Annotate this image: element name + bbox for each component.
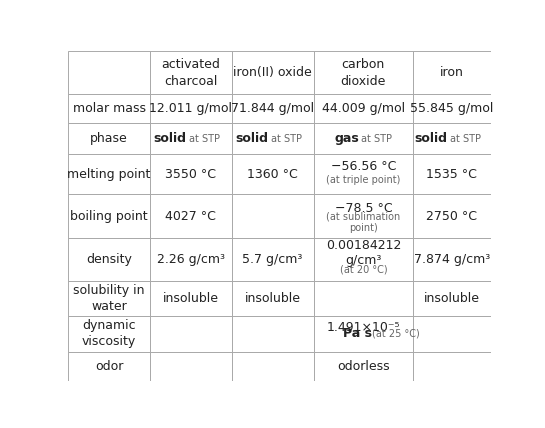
Text: 7.874 g/cm³: 7.874 g/cm³: [414, 253, 490, 266]
Text: 44.009 g/mol: 44.009 g/mol: [322, 102, 405, 116]
Text: 1360 °C: 1360 °C: [247, 168, 298, 181]
Text: odor: odor: [95, 360, 123, 373]
Bar: [232, 94, 313, 123]
Bar: [150, 316, 232, 352]
Text: molar mass: molar mass: [72, 102, 146, 116]
Bar: [313, 94, 413, 123]
Text: 0.00184212
g/cm³: 0.00184212 g/cm³: [326, 240, 401, 268]
Bar: [313, 194, 413, 238]
Bar: [150, 94, 232, 123]
Text: carbon
dioxide: carbon dioxide: [341, 58, 386, 88]
Bar: [313, 281, 413, 316]
Bar: [150, 238, 232, 281]
Text: solubility in
water: solubility in water: [73, 284, 145, 313]
Bar: [413, 123, 490, 155]
Bar: [232, 194, 313, 238]
Text: 4027 °C: 4027 °C: [166, 210, 216, 223]
Text: at STP: at STP: [270, 134, 301, 144]
Bar: [413, 238, 490, 281]
Bar: [68, 51, 150, 94]
Bar: [68, 194, 150, 238]
Bar: [413, 94, 490, 123]
Text: 12.011 g/mol: 12.011 g/mol: [149, 102, 232, 116]
Bar: [413, 352, 490, 381]
Bar: [232, 281, 313, 316]
Text: (at sublimation
point): (at sublimation point): [326, 212, 401, 233]
Text: −78.5 °C: −78.5 °C: [335, 202, 392, 214]
Text: (at 20 °C): (at 20 °C): [340, 265, 387, 274]
Text: Pa s: Pa s: [342, 327, 372, 340]
Text: (at 25 °C): (at 25 °C): [372, 329, 420, 339]
Text: boiling point: boiling point: [70, 210, 148, 223]
Text: 1535 °C: 1535 °C: [426, 168, 477, 181]
Bar: [150, 352, 232, 381]
Bar: [413, 316, 490, 352]
Text: (at triple point): (at triple point): [326, 175, 401, 185]
Text: phase: phase: [90, 132, 128, 146]
Bar: [413, 281, 490, 316]
Text: insoluble: insoluble: [245, 292, 301, 305]
Bar: [150, 123, 232, 155]
Text: activated
charcoal: activated charcoal: [161, 58, 220, 88]
Text: 1.491×10⁻⁵: 1.491×10⁻⁵: [326, 321, 400, 334]
Bar: [413, 51, 490, 94]
Text: melting point: melting point: [68, 168, 151, 181]
Bar: [150, 51, 232, 94]
Text: solid: solid: [415, 132, 447, 146]
Bar: [150, 194, 232, 238]
Text: 71.844 g/mol: 71.844 g/mol: [231, 102, 314, 116]
Bar: [313, 155, 413, 194]
Bar: [313, 352, 413, 381]
Bar: [232, 51, 313, 94]
Text: 2750 °C: 2750 °C: [426, 210, 477, 223]
Bar: [232, 316, 313, 352]
Text: iron: iron: [440, 66, 464, 79]
Bar: [68, 238, 150, 281]
Bar: [68, 123, 150, 155]
Text: at STP: at STP: [361, 134, 392, 144]
Text: insoluble: insoluble: [424, 292, 480, 305]
Text: odorless: odorless: [337, 360, 390, 373]
Text: at STP: at STP: [189, 134, 220, 144]
Bar: [232, 238, 313, 281]
Bar: [150, 155, 232, 194]
Text: 55.845 g/mol: 55.845 g/mol: [410, 102, 493, 116]
Text: gas: gas: [335, 132, 359, 146]
Bar: [232, 123, 313, 155]
Text: 3550 °C: 3550 °C: [165, 168, 216, 181]
Bar: [232, 352, 313, 381]
Text: at STP: at STP: [450, 134, 481, 144]
Bar: [313, 51, 413, 94]
Text: solid: solid: [235, 132, 269, 146]
Bar: [413, 155, 490, 194]
Bar: [68, 352, 150, 381]
Bar: [413, 194, 490, 238]
Text: −56.56 °C: −56.56 °C: [331, 160, 396, 173]
Text: 5.7 g/cm³: 5.7 g/cm³: [243, 253, 303, 266]
Bar: [150, 281, 232, 316]
Text: solid: solid: [154, 132, 186, 146]
Bar: [313, 316, 413, 352]
Text: insoluble: insoluble: [163, 292, 219, 305]
Bar: [68, 94, 150, 123]
Text: iron(II) oxide: iron(II) oxide: [233, 66, 312, 79]
Bar: [68, 155, 150, 194]
Text: density: density: [86, 253, 132, 266]
Bar: [68, 316, 150, 352]
Text: 2.26 g/cm³: 2.26 g/cm³: [157, 253, 225, 266]
Text: dynamic
viscosity: dynamic viscosity: [82, 319, 136, 348]
Bar: [68, 281, 150, 316]
Bar: [232, 155, 313, 194]
Bar: [313, 123, 413, 155]
Bar: [313, 238, 413, 281]
